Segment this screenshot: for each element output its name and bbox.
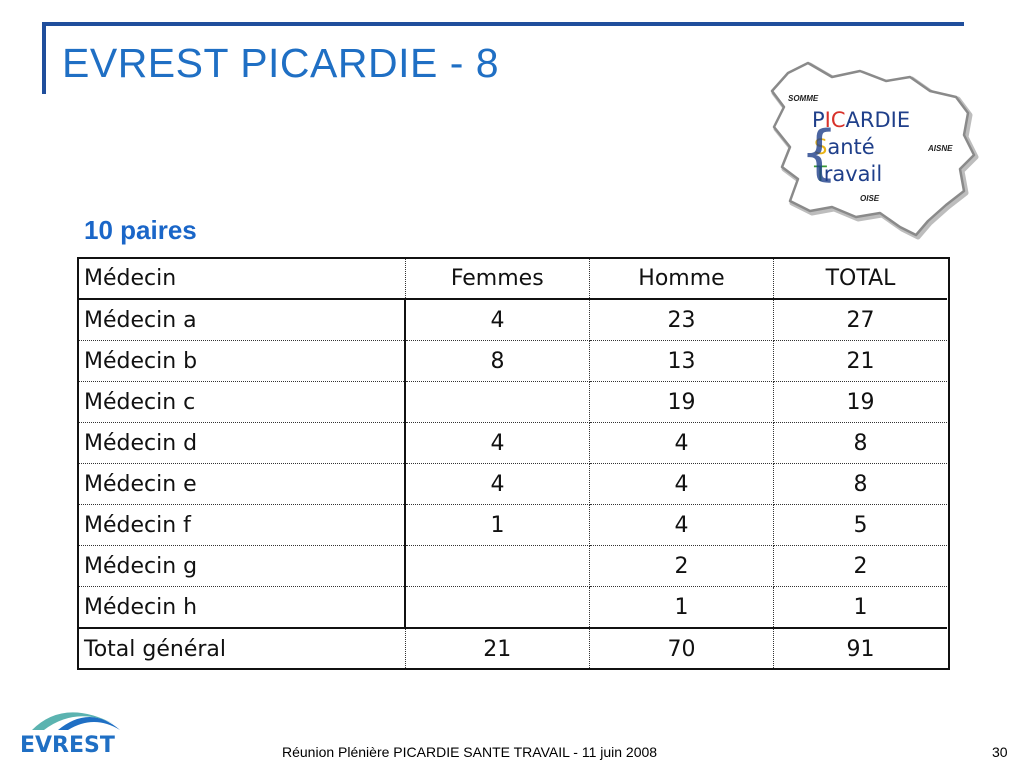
cell-femmes: 1 [405, 504, 590, 546]
cell-femmes: 8 [405, 340, 590, 382]
cell-femmes: 4 [405, 422, 590, 464]
table-header-row: Médecin Femmes Homme TOTAL [78, 258, 947, 300]
header-side-rule [42, 22, 46, 94]
oise-label: OISE [860, 194, 880, 203]
aisne-label: AISNE [927, 144, 953, 153]
cell-femmes: 4 [405, 299, 590, 341]
cell-medecin: Médecin f [78, 504, 406, 546]
cell-total: 19 [773, 381, 947, 423]
total-homme: 70 [589, 628, 774, 670]
footer-text: Réunion Plénière PICARDIE SANTE TRAVAIL … [282, 744, 658, 760]
cell-total: 8 [773, 463, 947, 505]
logo-line-picardie: PICARDIE [812, 108, 910, 132]
cell-medecin: Médecin d [78, 422, 406, 464]
page-number: 30 [992, 744, 1008, 760]
evrest-arc-teal [32, 712, 114, 730]
cell-total: 8 [773, 422, 947, 464]
slide-title: EVREST PICARDIE - 8 [62, 40, 500, 86]
cell-homme: 13 [589, 340, 774, 382]
table-caption: 10 paires [84, 215, 197, 245]
header-top-rule [42, 22, 964, 26]
table-row: Médecin g 2 2 [78, 545, 947, 587]
table-row: Médecin e 4 4 8 [78, 463, 947, 505]
cell-homme: 4 [589, 463, 774, 505]
logo-bracket-left: { [800, 118, 838, 188]
total-femmes: 21 [405, 628, 590, 670]
logo-line-travail: Travail [813, 162, 882, 186]
header-medecin: Médecin [78, 258, 406, 300]
table-total-row: Total général 21 70 91 [78, 628, 947, 670]
table-row: Médecin a 4 23 27 [78, 299, 947, 341]
cell-medecin: Médecin h [78, 586, 406, 629]
total-label: Total général [78, 628, 406, 670]
cell-total: 21 [773, 340, 947, 382]
evrest-wordmark: EVREST [20, 733, 115, 758]
cell-homme: 4 [589, 422, 774, 464]
evrest-arc-blue [58, 717, 120, 730]
doctors-table: Médecin Femmes Homme TOTAL Médecin a 4 2… [78, 258, 947, 670]
cell-medecin: Médecin b [78, 340, 406, 382]
cell-medecin: Médecin e [78, 463, 406, 505]
logo-line-sante: Santé [814, 135, 875, 159]
cell-homme: 1 [589, 586, 774, 629]
picardie-sante-travail-logo: SOMME AISNE OISE PICARDIE Santé Travail … [770, 61, 979, 240]
cell-homme: 19 [589, 381, 774, 423]
cell-medecin: Médecin a [78, 299, 406, 341]
cell-total: 5 [773, 504, 947, 546]
table-row: Médecin f 1 4 5 [78, 504, 947, 546]
cell-total: 2 [773, 545, 947, 587]
cell-medecin: Médecin g [78, 545, 406, 587]
header-total: TOTAL [773, 258, 947, 300]
cell-total: 1 [773, 586, 947, 629]
header-homme: Homme [589, 258, 774, 300]
table-row: Médecin h 1 1 [78, 586, 947, 629]
total-total: 91 [773, 628, 947, 670]
cell-femmes [405, 381, 590, 423]
cell-homme: 2 [589, 545, 774, 587]
cell-femmes [405, 545, 590, 587]
table-row: Médecin b 8 13 21 [78, 340, 947, 382]
cell-total: 27 [773, 299, 947, 341]
evrest-logo: EVREST [20, 712, 120, 758]
table-row: Médecin c 19 19 [78, 381, 947, 423]
cell-homme: 4 [589, 504, 774, 546]
cell-femmes [405, 586, 590, 629]
cell-medecin: Médecin c [78, 381, 406, 423]
somme-label: SOMME [788, 94, 819, 103]
cell-femmes: 4 [405, 463, 590, 505]
cell-homme: 23 [589, 299, 774, 341]
table-row: Médecin d 4 4 8 [78, 422, 947, 464]
header-femmes: Femmes [405, 258, 590, 300]
